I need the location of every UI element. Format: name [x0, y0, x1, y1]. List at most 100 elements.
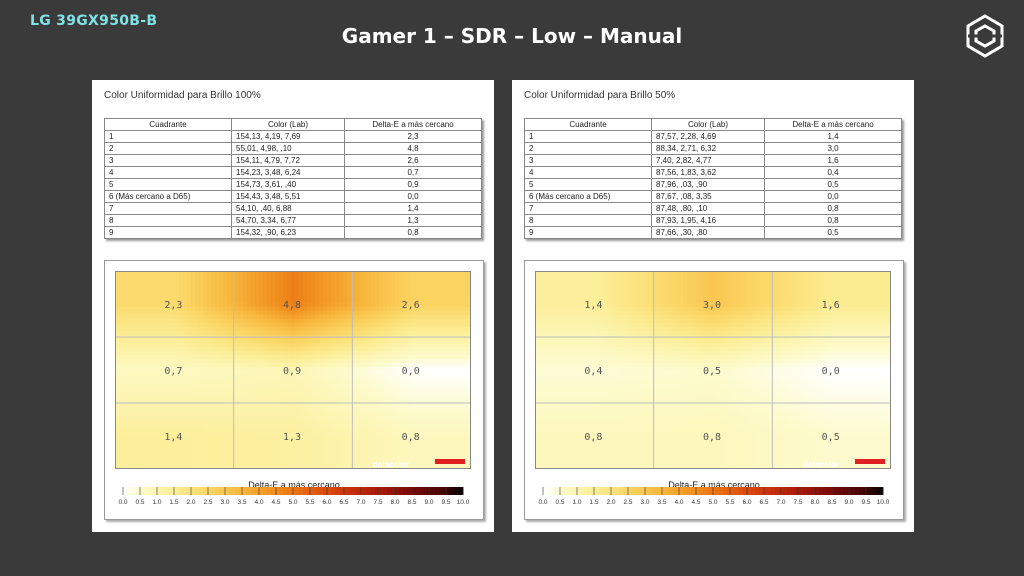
heatmap-cell	[151, 347, 156, 352]
heatmap-cell	[239, 383, 244, 388]
heatmap-cell	[147, 323, 152, 328]
heatmap-cell	[395, 443, 400, 448]
scale-label: Delta-E a más cercano	[248, 480, 340, 490]
heatmap-cell	[387, 411, 392, 416]
heatmap-cell	[323, 391, 328, 396]
heatmap-cell	[139, 367, 144, 372]
heatmap-cell	[211, 371, 216, 376]
table-row: 5 154,73, 3,61, ,40 0,9	[104, 178, 482, 191]
heatmap-cell	[167, 379, 172, 384]
heatmap-cell	[463, 315, 468, 320]
heatmap-cell	[447, 451, 452, 456]
heatmap-cell	[375, 427, 380, 432]
heatmap-cell	[267, 431, 272, 436]
heatmap-cell	[399, 287, 404, 292]
heatmap-cell	[211, 395, 216, 400]
heatmap-cell	[591, 275, 596, 280]
heatmap-cell	[203, 303, 208, 308]
heatmap-cell	[311, 283, 316, 288]
heatmap-cell	[171, 283, 176, 288]
scale-swatch	[311, 487, 316, 495]
heatmap-cell	[383, 379, 388, 384]
heatmap-cell	[687, 283, 692, 288]
heatmap-cell	[155, 351, 160, 356]
heatmap-cell	[127, 435, 132, 440]
heatmap-cell	[287, 443, 292, 448]
heatmap-cell	[371, 419, 376, 424]
heatmap-cell	[431, 303, 436, 308]
heatmap-cell	[239, 451, 244, 456]
scale-swatch	[239, 487, 244, 495]
delta-e-cell: 0,0	[344, 190, 482, 203]
heatmap-cell	[315, 283, 320, 288]
heatmap-cell	[371, 399, 376, 404]
heatmap-cell	[707, 275, 712, 280]
heatmap-cell	[787, 275, 792, 280]
heatmap-cell	[403, 299, 408, 304]
heatmap-cell	[663, 271, 668, 276]
heatmap-cell	[355, 291, 360, 296]
heatmap-cell	[163, 295, 168, 300]
heatmap-cell	[263, 387, 268, 392]
heatmap-cell	[175, 407, 180, 412]
panel-title: Color Uniformidad para Brillo 50%	[524, 90, 676, 101]
heatmap-cell	[403, 271, 408, 276]
heatmap-cell	[223, 399, 228, 404]
heatmap-cell	[687, 279, 692, 284]
heatmap-cell	[371, 415, 376, 420]
heatmap-cell	[223, 367, 228, 372]
heatmap-cell	[447, 443, 452, 448]
heatmap-cell	[243, 363, 248, 368]
heatmap-cell	[139, 451, 144, 456]
heatmap-cell	[423, 355, 428, 360]
heatmap-cell	[267, 459, 272, 464]
heatmap-cell	[159, 339, 164, 344]
heatmap-cell	[319, 363, 324, 368]
heatmap-cell	[339, 371, 344, 376]
heatmap-cell	[215, 351, 220, 356]
heatmap-cell	[355, 419, 360, 424]
heatmap-cell	[259, 439, 264, 444]
heatmap-cell	[427, 343, 432, 348]
heatmap-cell	[311, 387, 316, 392]
heatmap-cell	[399, 271, 404, 276]
heatmap-cell	[251, 279, 256, 284]
heatmap-cell	[155, 303, 160, 308]
heatmap-cell	[427, 415, 432, 420]
heatmap-cell	[319, 407, 324, 412]
heatmap-cell	[455, 427, 460, 432]
heatmap-cell	[443, 303, 448, 308]
heatmap-cell	[175, 443, 180, 448]
heatmap-cell	[159, 303, 164, 308]
heatmap-cell	[443, 275, 448, 280]
heatmap-cell	[159, 307, 164, 312]
heatmap-cell	[283, 299, 288, 304]
heatmap-cell	[243, 307, 248, 312]
heatmap-cell	[243, 411, 248, 416]
heatmap-cell	[175, 423, 180, 428]
heatmap-cell	[291, 423, 296, 428]
heatmap-cell	[311, 339, 316, 344]
heatmap-cell	[291, 459, 296, 464]
heatmap-cell	[131, 363, 136, 368]
heatmap-cell	[131, 343, 136, 348]
heatmap-cell	[463, 331, 468, 336]
heatmap-cell	[175, 303, 180, 308]
heatmap-cell	[343, 271, 348, 276]
heatmap-cell	[359, 371, 364, 376]
heatmap-cell	[135, 295, 140, 300]
heatmap-cell	[171, 395, 176, 400]
heatmap-cell	[179, 339, 184, 344]
heatmap-cell	[367, 447, 372, 452]
heatmap-cell	[391, 347, 396, 352]
heatmap-cell	[327, 355, 332, 360]
heatmap-cell	[715, 275, 720, 280]
heatmap-cell	[419, 279, 424, 284]
heatmap-cell	[371, 315, 376, 320]
heatmap-cell	[339, 443, 344, 448]
heatmap-cell	[463, 307, 468, 312]
heatmap-cell	[147, 399, 152, 404]
heatmap-cell	[271, 355, 276, 360]
heatmap-cell	[375, 419, 380, 424]
scale-swatch	[347, 487, 352, 495]
